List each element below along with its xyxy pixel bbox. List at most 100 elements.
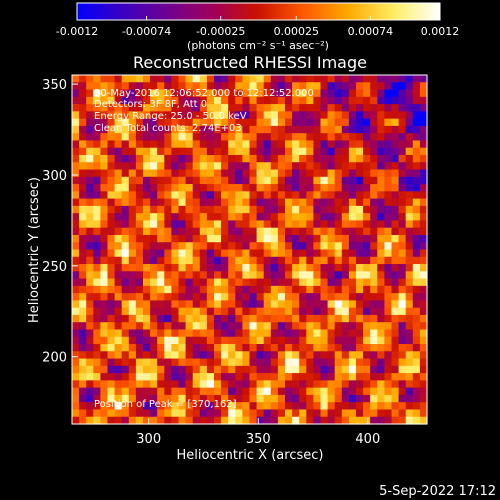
heatmap-cell xyxy=(157,191,165,200)
heatmap-cell xyxy=(107,242,116,251)
heatmap-cell xyxy=(384,213,393,222)
heatmap-cell xyxy=(370,147,378,156)
heatmap-cell xyxy=(171,409,180,418)
heatmap-cell xyxy=(114,344,123,352)
heatmap-cell xyxy=(199,409,208,418)
heatmap-cell xyxy=(128,402,137,411)
heatmap-cell xyxy=(398,394,407,403)
heatmap-cell xyxy=(214,314,222,323)
heatmap-cell xyxy=(405,249,414,258)
heatmap-cell xyxy=(277,234,286,243)
heatmap-cell xyxy=(370,271,378,280)
heatmap-cell xyxy=(285,213,293,222)
heatmap-cell xyxy=(277,96,286,105)
heatmap-cell xyxy=(143,409,151,418)
heatmap-cell xyxy=(135,402,144,411)
heatmap-cell xyxy=(249,82,258,91)
heatmap-cell xyxy=(299,293,307,301)
heatmap-cell xyxy=(150,234,158,243)
heatmap-cell xyxy=(199,387,208,396)
heatmap-cell xyxy=(114,82,123,91)
heatmap-cell xyxy=(377,104,385,112)
heatmap-cell xyxy=(199,256,208,265)
heatmap-cell xyxy=(107,176,116,185)
heatmap-cell xyxy=(377,154,385,163)
heatmap-cell xyxy=(171,256,180,265)
heatmap-cell xyxy=(313,373,322,381)
heatmap-cell xyxy=(384,89,393,98)
heatmap-cell xyxy=(164,293,172,301)
heatmap-cell xyxy=(377,373,385,381)
heatmap-cell xyxy=(93,293,101,301)
heatmap-cell xyxy=(178,271,187,280)
heatmap-cell xyxy=(306,358,314,367)
heatmap-cell xyxy=(185,373,194,381)
heatmap-cell xyxy=(150,285,158,294)
heatmap-cell xyxy=(143,133,151,142)
heatmap-cell xyxy=(292,300,300,309)
heatmap-cell xyxy=(299,234,307,243)
heatmap-cell xyxy=(405,227,414,236)
colorbar-tick-label: 0.0012 xyxy=(421,25,460,38)
heatmap-cell xyxy=(363,256,371,265)
heatmap-cell xyxy=(221,242,229,251)
heatmap-cell xyxy=(334,234,343,243)
heatmap-cell xyxy=(405,169,414,178)
heatmap-cell xyxy=(285,75,293,83)
heatmap-cell xyxy=(285,125,293,134)
heatmap-cell xyxy=(214,373,222,381)
heatmap-cell xyxy=(242,220,251,229)
heatmap-cell xyxy=(178,285,187,294)
heatmap-cell xyxy=(143,104,151,112)
heatmap-cell xyxy=(93,278,101,287)
heatmap-cell xyxy=(192,285,201,294)
heatmap-cell xyxy=(277,220,286,229)
heatmap-cell xyxy=(341,205,350,214)
heatmap-cell xyxy=(270,336,279,345)
heatmap-cell xyxy=(356,358,364,367)
heatmap-cell xyxy=(377,293,385,301)
heatmap-cell xyxy=(320,140,329,149)
heatmap-cell xyxy=(114,176,123,185)
heatmap-cell xyxy=(384,169,393,178)
heatmap-cell xyxy=(72,409,80,418)
heatmap-cell xyxy=(199,242,208,251)
heatmap-cell xyxy=(135,351,144,360)
heatmap-cell xyxy=(270,111,279,120)
heatmap-cell xyxy=(370,278,378,287)
heatmap-cell xyxy=(363,329,371,338)
heatmap-cell xyxy=(192,278,201,287)
heatmap-cell xyxy=(235,351,243,360)
heatmap-cell xyxy=(72,96,80,105)
heatmap-cell xyxy=(135,140,144,149)
heatmap-cell xyxy=(157,329,165,338)
heatmap-cell xyxy=(228,205,236,214)
heatmap-cell xyxy=(171,278,180,287)
heatmap-cell xyxy=(178,314,187,323)
heatmap-cell xyxy=(185,125,194,134)
heatmap-cell xyxy=(192,314,201,323)
heatmap-cell xyxy=(256,300,265,309)
heatmap-cell xyxy=(334,242,343,251)
heatmap-cell xyxy=(143,82,151,91)
heatmap-cell xyxy=(363,416,371,425)
heatmap-cell xyxy=(221,118,229,127)
heatmap-cell xyxy=(285,198,293,207)
heatmap-cell xyxy=(292,402,300,411)
heatmap-cell xyxy=(72,213,80,222)
heatmap-cell xyxy=(285,118,293,127)
heatmap-cell xyxy=(377,256,385,265)
heatmap-cell xyxy=(292,373,300,381)
heatmap-cell xyxy=(235,307,243,316)
heatmap-cell xyxy=(107,205,116,214)
heatmap-cell xyxy=(235,387,243,396)
heatmap-cell xyxy=(370,242,378,251)
heatmap-cell xyxy=(419,322,428,331)
heatmap-cell xyxy=(221,380,229,389)
heatmap-cell xyxy=(398,169,407,178)
heatmap-cell xyxy=(356,111,364,120)
heatmap-cell xyxy=(72,249,80,258)
heatmap-cell xyxy=(320,213,329,222)
heatmap-cell xyxy=(192,256,201,265)
heatmap-cell xyxy=(398,249,407,258)
